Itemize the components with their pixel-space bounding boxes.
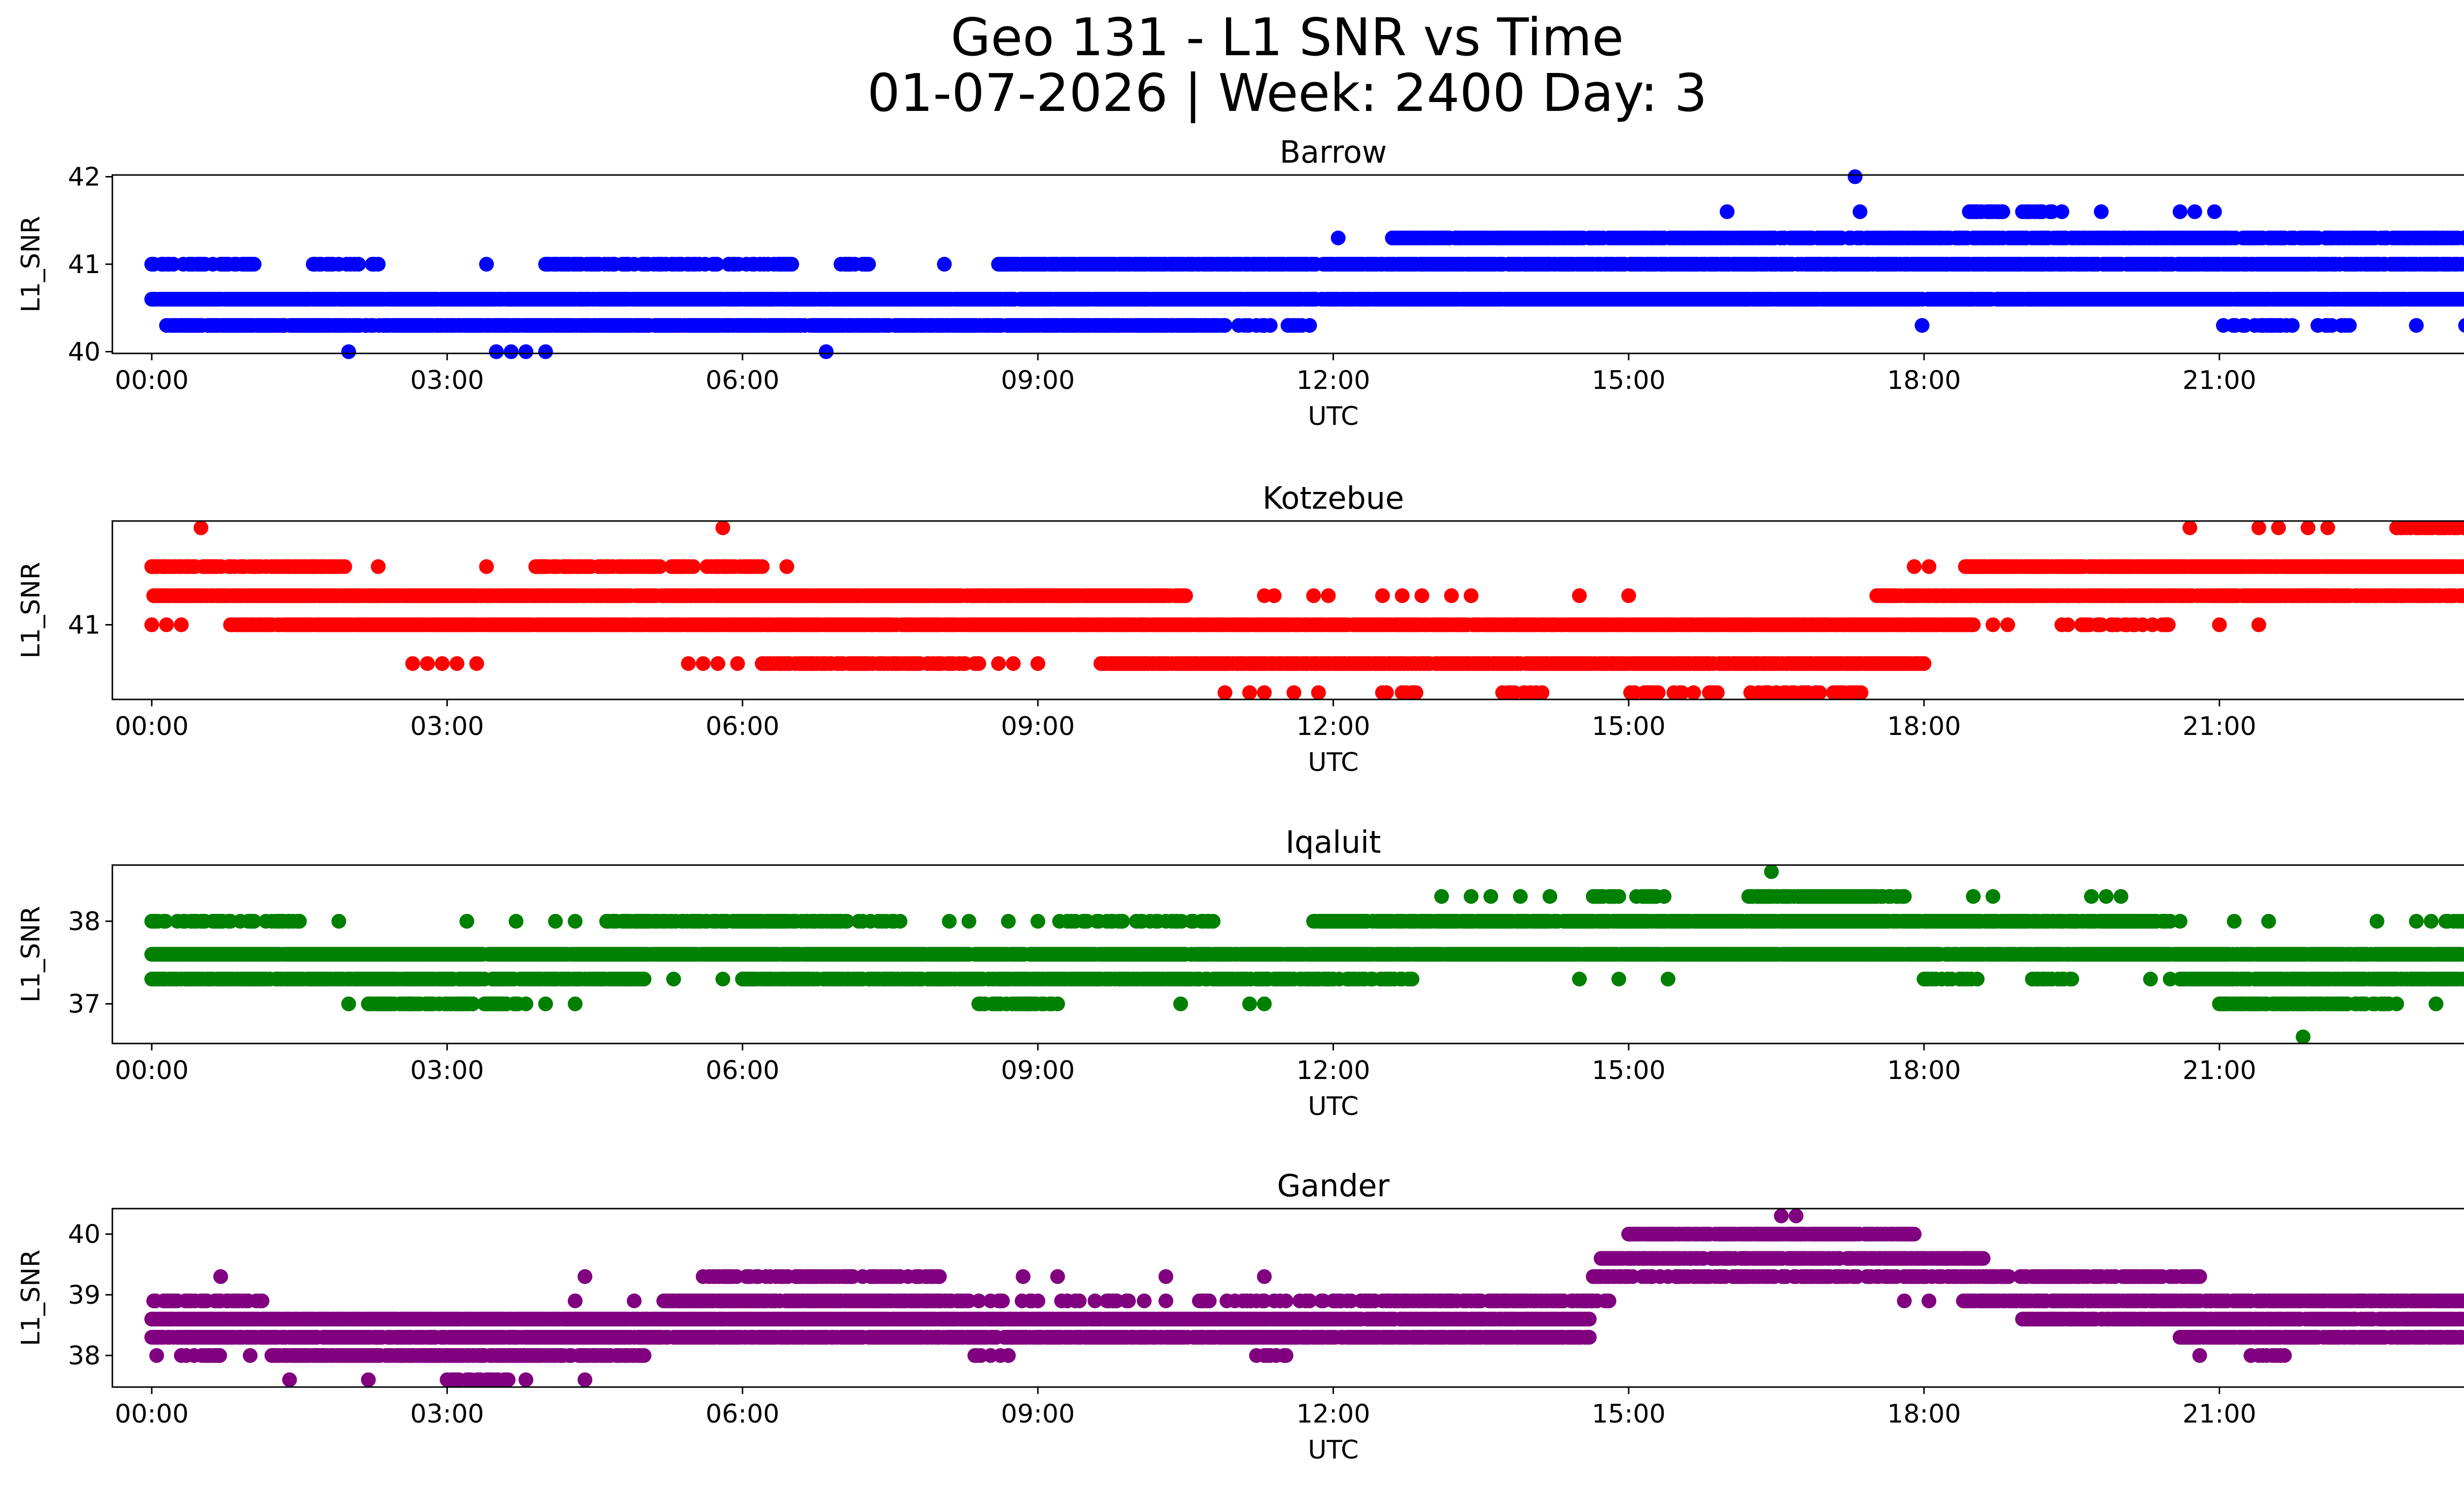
data-point xyxy=(861,257,876,272)
data-point xyxy=(971,656,987,671)
y-axis-label: L1_SNR xyxy=(16,216,46,313)
data-point xyxy=(784,257,799,272)
data-point xyxy=(2187,204,2202,219)
data-point xyxy=(685,559,701,574)
x-tick-label: 21:00 xyxy=(2183,366,2257,395)
data-point xyxy=(1848,169,1863,184)
data-point xyxy=(1302,318,1317,333)
data-point xyxy=(1263,318,1278,333)
x-tick-label: 06:00 xyxy=(706,366,780,395)
x-tick-label: 18:00 xyxy=(1887,366,1961,395)
data-point xyxy=(1812,685,1827,700)
data-point xyxy=(1686,685,1701,700)
data-point xyxy=(2342,318,2357,333)
data-point xyxy=(1178,588,1193,603)
y-tick-label: 40 xyxy=(68,337,101,367)
x-tick-label: 12:00 xyxy=(1297,366,1370,395)
data-point xyxy=(1650,685,1666,700)
subplot-title: Barrow xyxy=(1280,134,1387,170)
data-point xyxy=(2409,318,2424,333)
data-point xyxy=(937,257,952,272)
x-tick-label: 00:00 xyxy=(115,366,189,395)
data-point xyxy=(1995,204,2011,219)
data-point xyxy=(337,559,352,574)
subplot-panels: Barrow 00:00 03:00 06:00 09:00 12:00 15:00 18:0… xyxy=(16,134,2464,1465)
x-tick-label: 09:00 xyxy=(1001,366,1075,395)
figure-title-line2: 01-07-2026 | Week: 2400 Day: 3 xyxy=(867,63,1708,124)
data-point xyxy=(351,257,366,272)
data-point xyxy=(489,344,504,359)
data-point xyxy=(2207,204,2222,219)
data-point xyxy=(1710,685,1725,700)
data-point xyxy=(1217,318,1232,333)
x-tick-label: 03:00 xyxy=(410,366,484,395)
data-point xyxy=(2285,318,2300,333)
data-point xyxy=(1916,656,1932,671)
subplot-barrow: Barrow 00:00 03:00 06:00 09:00 12:00 15:00 18:0… xyxy=(16,134,2464,431)
data-point xyxy=(2160,617,2176,632)
data-point xyxy=(341,344,356,359)
data-point xyxy=(1961,292,1976,307)
data-point xyxy=(819,344,834,359)
x-axis-label: UTC xyxy=(1308,402,1359,431)
data-point xyxy=(518,344,534,359)
data-point xyxy=(538,344,553,359)
data-point xyxy=(1535,685,1550,700)
data-point xyxy=(504,344,519,359)
data-point xyxy=(1852,204,1868,219)
data-point xyxy=(2172,204,2188,219)
data-point xyxy=(1966,617,1981,632)
data-point xyxy=(1408,685,1424,700)
scatter-series xyxy=(144,169,2464,359)
y-tick-label: 41 xyxy=(68,250,101,279)
data-point xyxy=(754,559,770,574)
data-point xyxy=(1379,685,1394,700)
data-point xyxy=(371,257,386,272)
data-point xyxy=(1915,318,1930,333)
figure-title-line1: Geo 131 - L1 SNR vs Time xyxy=(951,7,1624,68)
data-point xyxy=(2060,617,2075,632)
data-point xyxy=(479,257,494,272)
data-point xyxy=(1719,204,1735,219)
data-point xyxy=(1853,685,1869,700)
x-tick-label: 15:00 xyxy=(1592,366,1666,395)
y-tick-label: 42 xyxy=(68,163,101,192)
data-point xyxy=(2045,204,2059,219)
data-point xyxy=(2093,204,2109,219)
data-point xyxy=(1331,230,1346,245)
data-point xyxy=(246,257,262,272)
subplot-title: Kotzebue xyxy=(1263,480,1404,516)
